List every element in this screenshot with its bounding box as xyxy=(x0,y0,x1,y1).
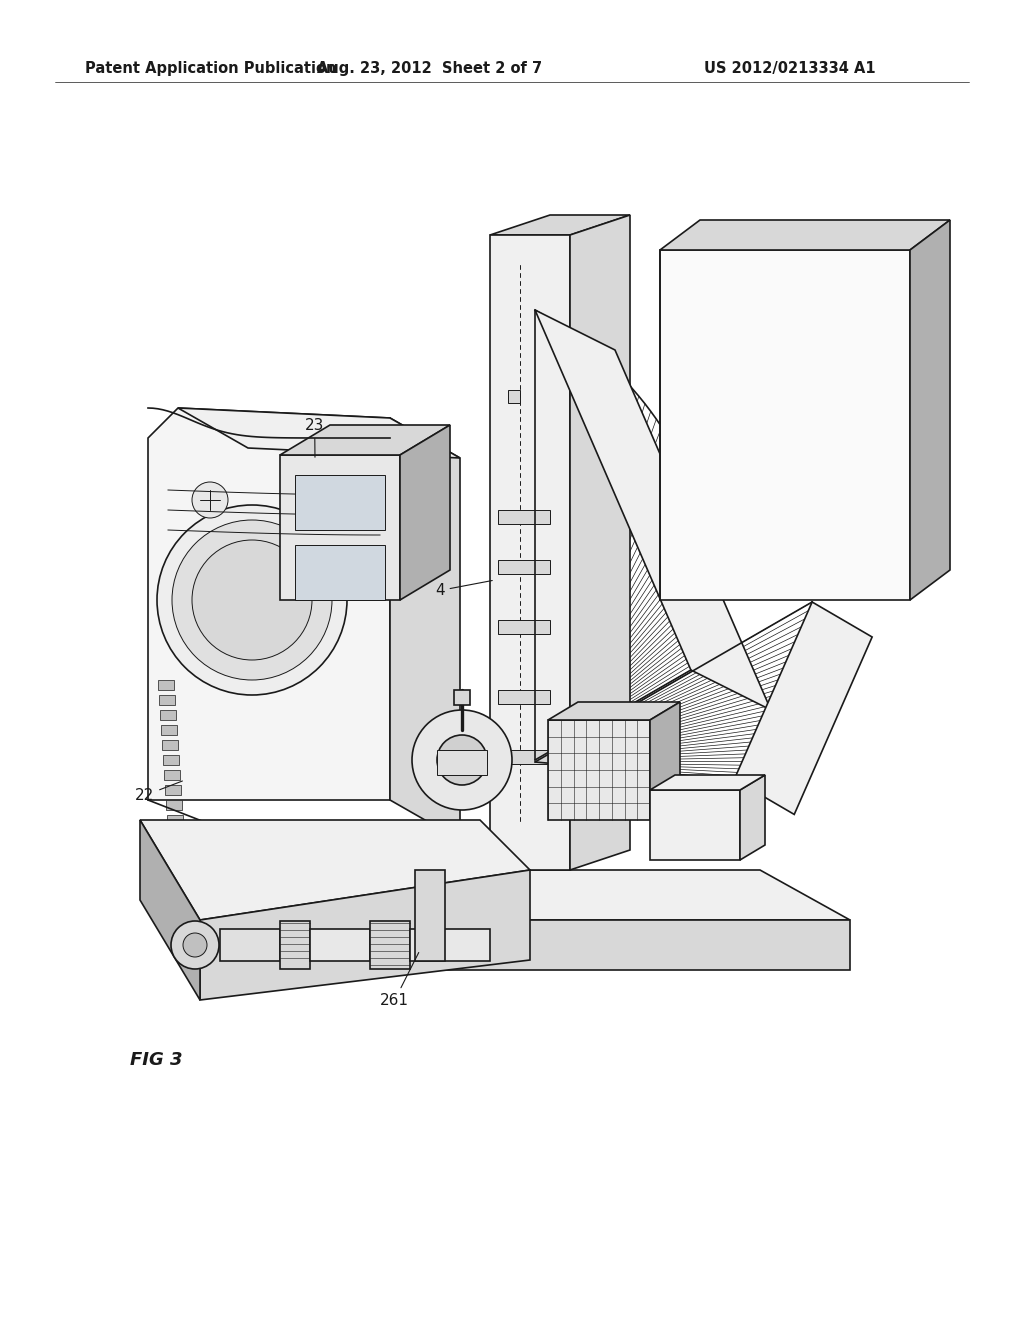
Polygon shape xyxy=(415,870,445,961)
Polygon shape xyxy=(140,820,200,1001)
Polygon shape xyxy=(200,870,530,1001)
Circle shape xyxy=(171,921,219,969)
Text: 4: 4 xyxy=(435,581,493,598)
Circle shape xyxy=(157,506,347,696)
Polygon shape xyxy=(148,408,390,800)
Polygon shape xyxy=(140,820,530,920)
Polygon shape xyxy=(410,929,490,961)
Polygon shape xyxy=(498,750,550,764)
Polygon shape xyxy=(220,929,280,961)
Text: Patent Application Publication: Patent Application Publication xyxy=(85,61,337,75)
Polygon shape xyxy=(570,215,630,870)
Polygon shape xyxy=(454,690,470,705)
Polygon shape xyxy=(498,690,550,704)
Text: FIG 3: FIG 3 xyxy=(130,1051,182,1069)
Polygon shape xyxy=(498,510,550,524)
Polygon shape xyxy=(400,425,450,601)
Polygon shape xyxy=(535,310,771,710)
Text: US 2012/0213334 A1: US 2012/0213334 A1 xyxy=(705,61,876,75)
Polygon shape xyxy=(167,814,183,825)
Polygon shape xyxy=(490,235,570,870)
Polygon shape xyxy=(161,725,177,735)
Polygon shape xyxy=(740,775,765,861)
Polygon shape xyxy=(650,775,765,789)
Polygon shape xyxy=(178,408,460,458)
Text: 261: 261 xyxy=(380,953,419,1008)
Circle shape xyxy=(412,710,512,810)
Polygon shape xyxy=(660,220,950,249)
Polygon shape xyxy=(165,785,181,795)
Polygon shape xyxy=(200,870,850,920)
Polygon shape xyxy=(159,696,175,705)
Polygon shape xyxy=(498,560,550,574)
Polygon shape xyxy=(166,800,182,810)
Polygon shape xyxy=(910,220,950,601)
Polygon shape xyxy=(548,702,680,719)
Polygon shape xyxy=(498,620,550,634)
Polygon shape xyxy=(508,389,520,403)
Polygon shape xyxy=(163,755,179,766)
Polygon shape xyxy=(310,929,370,961)
Polygon shape xyxy=(200,870,290,970)
Polygon shape xyxy=(490,215,630,235)
Polygon shape xyxy=(169,845,185,855)
Polygon shape xyxy=(162,741,178,750)
Polygon shape xyxy=(280,921,310,969)
Polygon shape xyxy=(390,418,460,840)
Circle shape xyxy=(172,520,332,680)
Polygon shape xyxy=(650,702,680,820)
Polygon shape xyxy=(168,830,184,840)
Polygon shape xyxy=(437,750,487,775)
Polygon shape xyxy=(660,249,910,601)
Text: 22: 22 xyxy=(135,781,182,803)
Polygon shape xyxy=(370,921,410,969)
Circle shape xyxy=(437,735,487,785)
FancyBboxPatch shape xyxy=(295,545,385,601)
Circle shape xyxy=(193,540,312,660)
Polygon shape xyxy=(290,920,850,970)
Polygon shape xyxy=(734,602,872,814)
Circle shape xyxy=(193,482,228,517)
Polygon shape xyxy=(548,719,650,820)
Polygon shape xyxy=(158,680,174,690)
Circle shape xyxy=(183,933,207,957)
Polygon shape xyxy=(650,789,740,861)
Text: Aug. 23, 2012  Sheet 2 of 7: Aug. 23, 2012 Sheet 2 of 7 xyxy=(317,61,543,75)
Polygon shape xyxy=(280,455,400,601)
Polygon shape xyxy=(164,770,180,780)
Polygon shape xyxy=(160,710,176,719)
FancyBboxPatch shape xyxy=(295,475,385,531)
Polygon shape xyxy=(280,425,450,455)
Text: 23: 23 xyxy=(305,418,325,457)
